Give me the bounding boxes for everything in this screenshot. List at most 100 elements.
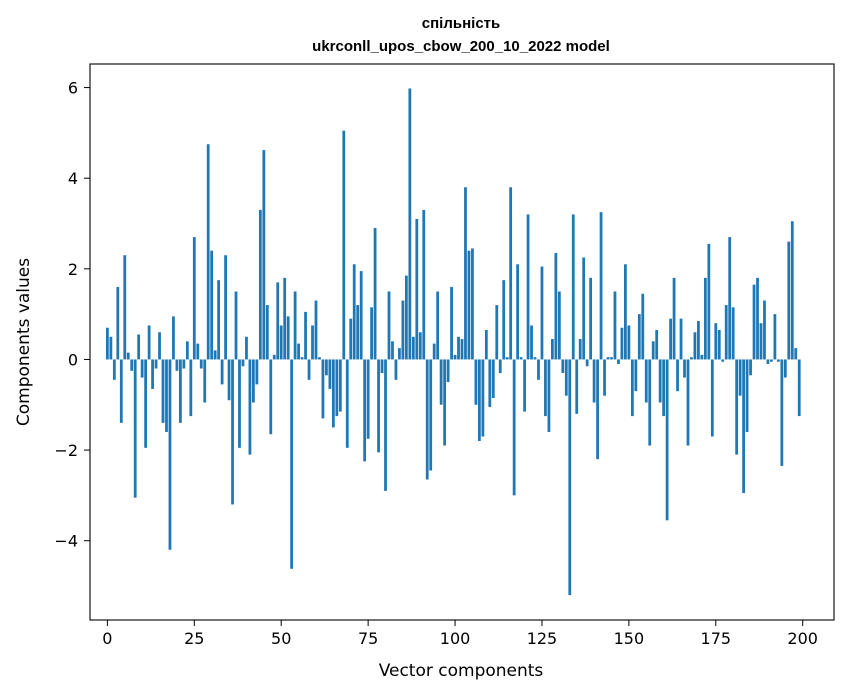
bar-component-114 <box>502 280 506 360</box>
bar-component-128 <box>551 339 554 360</box>
bar-component-8 <box>133 359 137 498</box>
bar-component-144 <box>606 357 610 360</box>
bar-component-153 <box>637 314 641 360</box>
bar-component-42 <box>252 359 255 403</box>
bar-component-177 <box>721 359 725 362</box>
bar-component-83 <box>394 359 398 380</box>
x-tick-label: 150 <box>614 629 645 648</box>
bar-component-150 <box>627 325 631 360</box>
bar-component-181 <box>735 359 739 455</box>
bar-component-39 <box>241 359 245 367</box>
bar-component-24 <box>189 359 193 417</box>
bar-component-55 <box>297 343 300 360</box>
bar-component-122 <box>530 325 533 360</box>
bar-component-191 <box>770 359 773 362</box>
bar-component-11 <box>144 359 148 448</box>
bar-component-92 <box>425 359 429 480</box>
bar-component-93 <box>429 359 433 471</box>
bar-component-78 <box>377 359 380 453</box>
bar-component-48 <box>272 354 276 360</box>
bar-component-22 <box>182 359 186 369</box>
bar-component-87 <box>408 88 412 360</box>
bar-component-160 <box>662 359 666 417</box>
bar-component-118 <box>516 264 520 360</box>
bar-component-105 <box>471 248 474 360</box>
bar-component-32 <box>217 280 221 360</box>
bar-component-123 <box>533 357 537 360</box>
bar-component-172 <box>703 277 707 360</box>
bar-component-3 <box>116 286 120 360</box>
bar-component-139 <box>589 277 593 360</box>
bar-component-142 <box>599 212 603 360</box>
bar-component-20 <box>175 359 179 371</box>
bar-component-103 <box>464 187 467 360</box>
chart-title-line-2: ukrconll_upos_cbow_200_10_2022 model <box>312 38 610 55</box>
bar-component-192 <box>773 314 777 360</box>
bar-component-80 <box>384 359 387 491</box>
bar-component-18 <box>168 359 172 550</box>
bar-component-146 <box>613 291 617 360</box>
bar-component-137 <box>582 257 586 360</box>
bar-component-152 <box>634 359 638 392</box>
plot-area-frame <box>89 63 835 621</box>
bar-component-129 <box>554 252 558 360</box>
bar-component-44 <box>258 209 262 360</box>
bar-component-98 <box>446 359 450 383</box>
x-tick-label: 125 <box>527 629 558 648</box>
bar-component-1 <box>109 336 113 360</box>
bar-component-121 <box>526 214 530 360</box>
bar-component-175 <box>714 323 718 360</box>
bar-component-33 <box>220 359 224 385</box>
bar-component-104 <box>467 250 471 360</box>
bar-component-19 <box>172 316 175 360</box>
bar-component-135 <box>575 359 579 414</box>
bar-component-176 <box>717 329 721 360</box>
bar-component-26 <box>196 343 200 360</box>
bar-component-86 <box>404 275 408 360</box>
bar-component-188 <box>759 323 763 360</box>
x-tick-label: 175 <box>701 629 732 648</box>
bar-component-77 <box>373 228 377 360</box>
bar-component-2 <box>112 359 116 380</box>
bar-component-185 <box>749 359 752 376</box>
bar-component-174 <box>710 359 714 437</box>
bar-component-127 <box>547 359 551 432</box>
bar-component-102 <box>460 339 464 360</box>
x-tick-label: 200 <box>787 629 818 648</box>
y-tick-label: 0 <box>68 350 78 369</box>
bar-component-50 <box>279 325 283 360</box>
bar-component-119 <box>519 357 523 360</box>
bar-component-138 <box>585 359 589 367</box>
bar-component-180 <box>731 307 735 360</box>
bar-component-166 <box>683 359 686 378</box>
bar-component-109 <box>484 329 488 360</box>
bar-component-88 <box>411 336 415 360</box>
bar-component-149 <box>624 264 627 360</box>
bar-component-9 <box>137 334 141 360</box>
x-tick-label: 0 <box>102 629 112 648</box>
x-tick-label: 75 <box>358 629 378 648</box>
bar-component-143 <box>603 359 606 396</box>
bar-component-10 <box>140 359 144 378</box>
bar-component-178 <box>724 305 728 360</box>
bar-component-70 <box>349 318 353 360</box>
bar-component-90 <box>418 332 422 360</box>
bar-component-65 <box>331 359 335 428</box>
bar-component-81 <box>387 291 391 360</box>
bar-component-27 <box>199 359 203 369</box>
bar-component-161 <box>665 359 669 521</box>
bar-component-158 <box>655 329 659 360</box>
bar-component-198 <box>794 348 798 360</box>
bar-component-91 <box>422 209 426 360</box>
bar-component-17 <box>165 359 168 432</box>
bar-component-145 <box>610 357 613 360</box>
bar-component-29 <box>206 144 210 360</box>
bar-component-131 <box>561 359 565 374</box>
bar-component-125 <box>540 266 544 360</box>
bar-component-35 <box>227 359 231 401</box>
bar-component-71 <box>352 264 356 360</box>
bar-component-111 <box>491 359 495 398</box>
bar-component-49 <box>276 282 280 360</box>
bar-component-113 <box>498 359 502 374</box>
bar-component-189 <box>763 300 766 360</box>
